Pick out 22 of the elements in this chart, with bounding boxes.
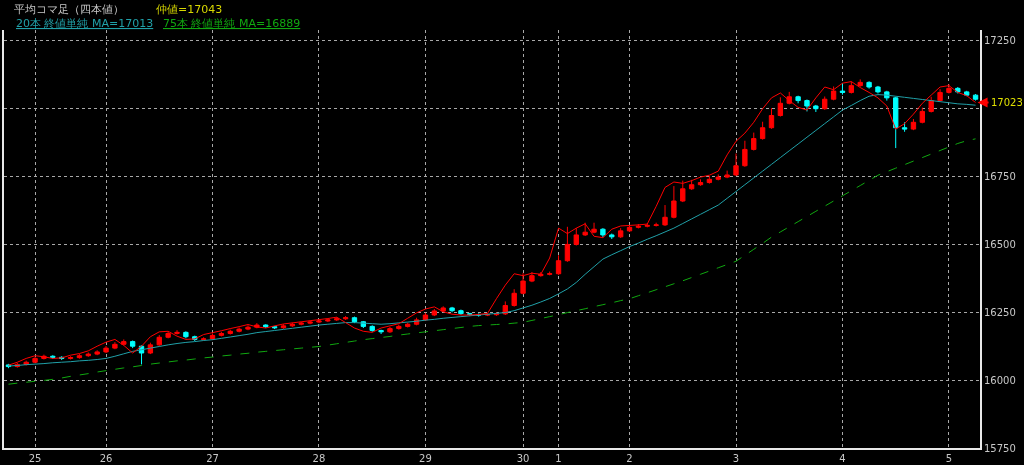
x-tick-label: 27 <box>206 453 219 464</box>
y-tick-label: 17250 <box>984 35 1016 47</box>
text: 仲値=17043 <box>156 3 223 16</box>
x-tick-label: 26 <box>99 453 113 464</box>
y-tick-label: 16250 <box>984 306 1016 318</box>
text: 20本 終値単純 MA=17013 <box>16 17 154 30</box>
y-tick-label: 16500 <box>984 238 1016 250</box>
x-tick-label: 29 <box>419 453 432 464</box>
data-label: 17023 <box>991 97 1023 108</box>
y-tick-label: 16000 <box>984 374 1016 386</box>
text: 75本 終値単純 MA=16889 <box>163 17 301 30</box>
y-tick-label: 15750 <box>984 442 1016 454</box>
x-tick-label: 3 <box>732 453 740 464</box>
chart-title: 平均コマ足（四本値） <box>14 2 124 16</box>
x-tick-label: 2 <box>626 453 633 464</box>
x-tick-label: 25 <box>28 453 42 464</box>
y-tick-label: 16750 <box>984 171 1016 183</box>
x-tick-label: 4 <box>839 453 846 464</box>
x-tick-label: 30 <box>516 453 530 464</box>
x-tick-label: 28 <box>312 453 326 464</box>
x-tick-label: 5 <box>945 453 953 464</box>
x-tick-label: 1 <box>555 453 562 464</box>
